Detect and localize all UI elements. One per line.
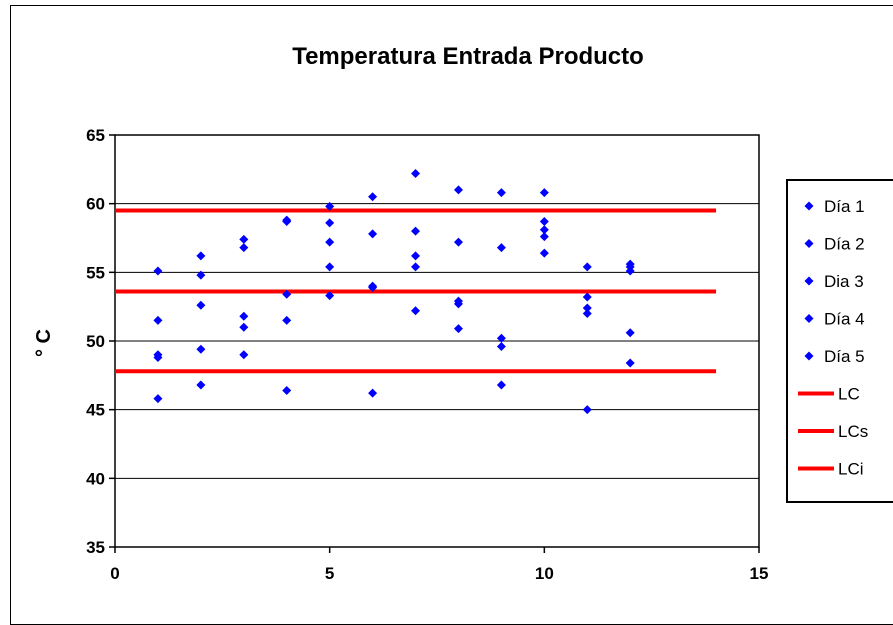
data-point-series-2 [153,315,163,325]
legend-label: Día 4 [824,310,865,329]
data-point-series-1 [582,262,592,272]
y-tick-label: 55 [86,263,105,282]
legend-label: LC [838,385,860,404]
legend-box [786,179,893,503]
x-tick-label: 5 [325,564,334,583]
data-point-series-5 [453,324,463,334]
data-point-series-2 [582,292,592,302]
data-point-series-5 [153,394,163,404]
y-axis: 35 40 45 50 55 60 65 [86,126,115,557]
data-point-series-4 [282,315,292,325]
data-point-series-5 [239,350,249,360]
data-point-series-5 [282,385,292,395]
data-point-series-3 [411,251,421,261]
data-point-series-4 [582,309,592,319]
chart-title: Temperatura Entrada Producto [292,43,644,70]
legend-label: Dia 3 [824,272,864,291]
data-point-series-2 [282,215,292,225]
legend: Día 1 Día 2 Dia 3 Día 4 Día 5 LC LCs LCi [786,179,893,503]
data-point-series-5 [411,306,421,316]
data-point-series-5 [496,380,506,390]
data-point-series-1 [453,185,463,195]
y-tick-label: 40 [86,469,105,488]
data-point-series-2 [496,243,506,253]
data-point-series-2 [539,217,549,227]
x-tick-label: 15 [750,564,769,583]
legend-marker [804,314,814,323]
data-point-series-1 [368,192,378,202]
legend-marker [804,276,814,286]
y-tick-label: 65 [86,126,105,145]
data-point-series-4 [196,344,206,354]
data-point-series-5 [325,291,335,301]
y-tick-label: 50 [86,332,105,351]
data-point-series-5 [625,358,635,368]
y-tick-label: 60 [86,195,105,214]
data-point-series-1 [325,201,335,211]
data-point-series-1 [196,251,206,261]
legend-label: Día 2 [824,235,865,254]
data-point-series-2 [453,237,463,247]
data-point-series-4 [325,262,335,272]
legend-label: Día 1 [824,197,865,216]
data-point-series-4 [411,262,421,272]
y-tick-label: 45 [86,401,105,420]
legend-marker [804,351,814,361]
data-point-series-3 [239,311,249,321]
data-point-series-2 [196,270,206,280]
data-point-series-2 [368,229,378,239]
data-point-series-4 [625,328,635,338]
data-point-series-4 [239,322,249,332]
data-point-series-1 [496,188,506,198]
data-point-series-4 [453,299,463,309]
data-point-series-4 [153,352,163,362]
data-point-series-5 [196,380,206,390]
data-point-series-3 [196,300,206,310]
legend-label: Día 5 [824,347,865,366]
data-point-series-2 [411,226,421,236]
data-point-series-4 [368,282,378,292]
grid-lines [115,203,759,479]
x-axis: 0 5 10 15 [110,547,768,583]
data-point-series-1 [153,266,163,276]
legend-label: LCs [838,422,868,441]
data-point-series-1 [411,168,421,178]
legend-label: LCi [838,460,864,479]
y-tick-label: 35 [86,538,105,557]
y-axis-label: ° C [33,329,55,357]
x-tick-label: 10 [535,564,554,583]
data-point-series-5 [582,405,592,415]
data-point-series-2 [239,243,249,253]
legend-marker [804,239,814,248]
control-lines [115,208,717,374]
data-point-series-4 [496,341,506,351]
data-point-series-3 [282,289,292,299]
data-point-series-3 [539,225,549,235]
data-point-series-4 [539,232,549,242]
data-point-series-1 [239,234,249,244]
data-point-series-3 [582,303,592,313]
data-point-series-3 [625,262,635,272]
data-point-series-3 [496,333,506,343]
data-point-series-2 [325,218,335,228]
data-point-series-5 [539,248,549,258]
data-points [153,168,635,415]
x-tick-label: 0 [110,564,119,583]
data-point-series-1 [539,188,549,198]
data-point-series-5 [368,388,378,398]
data-point-series-3 [325,237,335,247]
legend-marker [804,201,814,211]
